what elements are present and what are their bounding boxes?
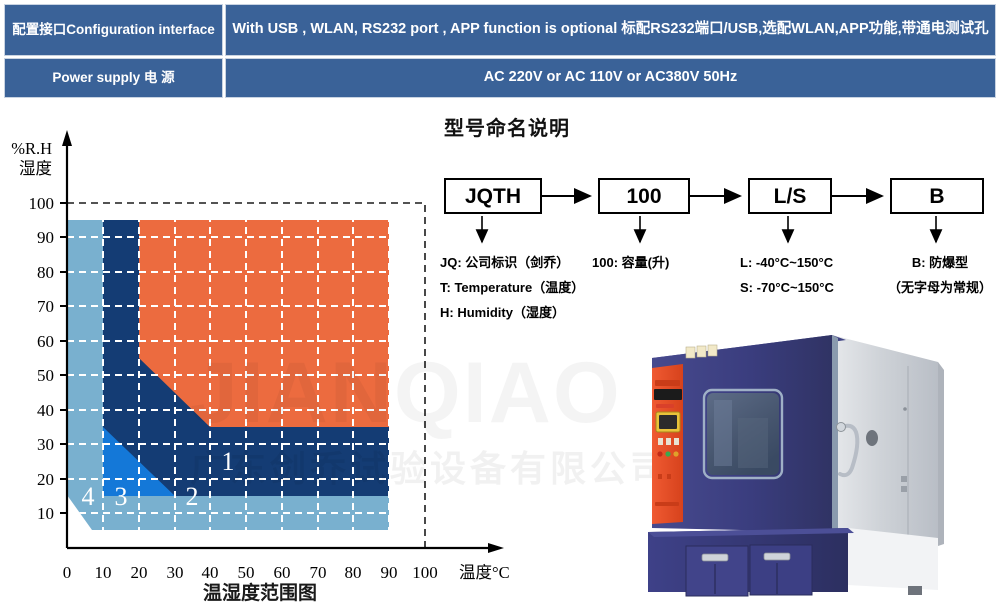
chamber-base-door-right bbox=[749, 544, 813, 596]
chart-ytick-label: 50 bbox=[37, 366, 54, 385]
chart-y-axis-title-line2: 湿度 bbox=[19, 159, 52, 178]
chamber-led-amber bbox=[673, 451, 679, 457]
model-legend-line: S: -70°C~150°C bbox=[740, 280, 834, 295]
chart-ytick-label: 60 bbox=[37, 332, 54, 351]
chamber-indicator-lamp bbox=[685, 346, 696, 359]
chamber-panel-label bbox=[667, 474, 671, 479]
chamber-window-reflection bbox=[714, 400, 732, 466]
chamber-base-door-handle bbox=[701, 553, 729, 562]
product-photo bbox=[608, 300, 1000, 597]
chamber-caster bbox=[908, 586, 922, 595]
chamber-base-door-left bbox=[685, 545, 749, 597]
model-naming-section: 型号命名说明 JQTH 100 L/S B JQ: 公司标识（剑乔） T: Te… bbox=[440, 112, 1000, 327]
model-box-series: JQTH bbox=[444, 178, 542, 214]
model-legend-capacity: 100: 容量(升) bbox=[592, 250, 669, 275]
chart-caption: 温湿度范围图 bbox=[202, 583, 317, 604]
chamber-side-panel bbox=[832, 335, 938, 546]
model-legend-line: JQ: 公司标识（剑乔） bbox=[440, 255, 570, 270]
chart-ytick-label: 70 bbox=[37, 297, 54, 316]
chart-ytick-label: 20 bbox=[37, 470, 54, 489]
chart-region-label-3: 3 bbox=[115, 482, 128, 511]
chart-svg: 100 90 80 70 60 50 40 30 20 10 %R.H 湿度 0… bbox=[11, 130, 510, 580]
chamber-lower-side-block bbox=[848, 528, 938, 590]
chart-xtick-label: 80 bbox=[345, 563, 362, 580]
chamber-door-edge bbox=[832, 335, 838, 534]
chamber-base-top-edge bbox=[648, 528, 854, 537]
chamber-side-screw bbox=[903, 407, 907, 411]
chamber-panel-display-bar bbox=[654, 389, 682, 400]
model-legend-line: L: -40°C~150°C bbox=[740, 255, 834, 270]
chart-region-label-4: 4 bbox=[82, 482, 95, 511]
chart-xtick-label: 10 bbox=[95, 563, 112, 580]
chamber-side-plate bbox=[901, 486, 907, 492]
chamber-switch bbox=[666, 438, 671, 445]
chamber-window-reflection bbox=[738, 418, 768, 468]
chart-xtick-label: 90 bbox=[381, 563, 398, 580]
chart-ytick-label: 10 bbox=[37, 504, 54, 523]
model-legend-line: 100: 容量(升) bbox=[592, 255, 670, 270]
chamber-led-green bbox=[665, 451, 671, 457]
chart-xtick-label: 20 bbox=[131, 563, 148, 580]
chart-ytick-label: 100 bbox=[29, 194, 55, 213]
chart-ytick-label: 80 bbox=[37, 263, 54, 282]
chamber-panel-brand-strip bbox=[655, 380, 680, 386]
chart-xtick-label: 40 bbox=[202, 563, 219, 580]
temperature-humidity-range-chart: 100 90 80 70 60 50 40 30 20 10 %R.H 湿度 0… bbox=[0, 100, 520, 597]
chamber-door-handle bbox=[838, 423, 860, 478]
chamber-switch bbox=[674, 438, 679, 445]
model-naming-connectors bbox=[475, 188, 943, 244]
chamber-led-red bbox=[657, 451, 663, 457]
model-legend-line: H: Humidity（湿度） bbox=[440, 305, 565, 320]
model-legend-explosion-proof: B: 防爆型 （无字母为常规） bbox=[880, 250, 1000, 300]
model-naming-title: 型号命名说明 bbox=[444, 118, 570, 140]
chamber-base-door-handle bbox=[763, 552, 791, 561]
model-legend-line: B: 防爆型 bbox=[911, 255, 969, 270]
chart-region-label-1: 1 bbox=[222, 447, 235, 476]
spec-value-configuration-interface: With USB , WLAN, RS232 port , APP functi… bbox=[225, 4, 996, 56]
model-box-temperature-range: L/S bbox=[748, 178, 832, 214]
chart-xtick-label: 100 bbox=[412, 563, 438, 580]
chamber-panel-label bbox=[656, 404, 674, 408]
chamber-panel-label bbox=[658, 474, 662, 479]
chart-y-axis-arrow bbox=[62, 130, 72, 146]
chamber-side-port bbox=[866, 430, 878, 446]
chart-xtick-label: 60 bbox=[274, 563, 291, 580]
chart-x-axis-arrow bbox=[488, 543, 504, 553]
spec-label-power-supply: Power supply 电 源 bbox=[4, 58, 223, 98]
chart-xtick-label: 50 bbox=[238, 563, 255, 580]
chart-xtick-label: 30 bbox=[167, 563, 184, 580]
model-legend-line: （无字母为常规） bbox=[887, 280, 992, 295]
chamber-indicator-lamp bbox=[696, 345, 707, 358]
chart-ytick-label: 90 bbox=[37, 228, 54, 247]
chart-y-ticks bbox=[60, 202, 67, 514]
model-box-capacity: 100 bbox=[598, 178, 690, 214]
product-photo-svg bbox=[648, 335, 944, 597]
chart-reference-frame bbox=[67, 202, 426, 548]
specification-table: 配置接口Configuration interface With USB , W… bbox=[2, 2, 998, 100]
chart-region-label-2: 2 bbox=[186, 482, 199, 511]
chamber-handle-mount bbox=[836, 422, 846, 432]
table-row: Power supply 电 源 AC 220V or AC 110V or A… bbox=[4, 58, 996, 98]
spec-label-configuration-interface: 配置接口Configuration interface bbox=[4, 4, 223, 56]
chamber-indicator-lamp bbox=[707, 344, 718, 357]
chamber-side-plate bbox=[901, 476, 907, 482]
chart-x-axis-title: 温度°C bbox=[459, 563, 510, 580]
chamber-panel-footer-strip bbox=[655, 502, 679, 506]
chart-xtick-label: 0 bbox=[63, 563, 72, 580]
model-legend-series: JQ: 公司标识（剑乔） T: Temperature（温度） H: Humid… bbox=[440, 250, 584, 325]
model-legend-line: T: Temperature（温度） bbox=[440, 280, 585, 295]
chamber-touch-controller-screen bbox=[659, 415, 677, 429]
chart-ytick-label: 30 bbox=[37, 435, 54, 454]
model-box-explosion-proof: B bbox=[890, 178, 984, 214]
table-row: 配置接口Configuration interface With USB , W… bbox=[4, 4, 996, 56]
chamber-side-panel-far bbox=[938, 362, 944, 546]
chart-ytick-label: 40 bbox=[37, 401, 54, 420]
spec-value-power-supply: AC 220V or AC 110V or AC380V 50Hz bbox=[225, 58, 996, 98]
chart-xtick-label: 70 bbox=[310, 563, 327, 580]
chamber-switch bbox=[658, 438, 663, 445]
model-legend-temperature-range: L: -40°C~150°C S: -70°C~150°C bbox=[740, 250, 834, 300]
chart-y-axis-title-line1: %R.H bbox=[11, 139, 52, 158]
chart-gridlines bbox=[67, 220, 389, 530]
chamber-window-frame bbox=[702, 388, 784, 480]
